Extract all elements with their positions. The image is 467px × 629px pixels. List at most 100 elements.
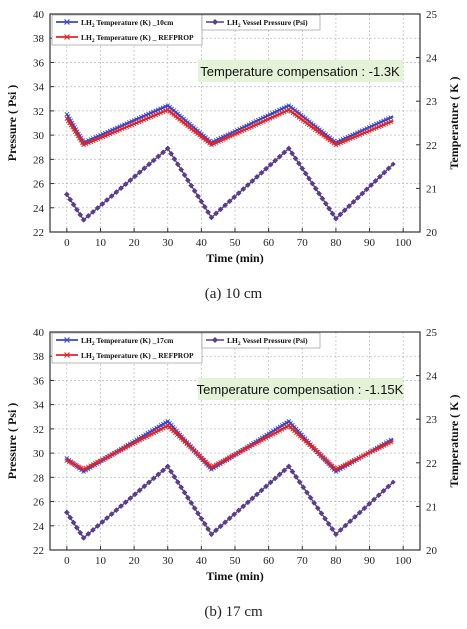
legend-probe-marker — [64, 19, 70, 25]
point-marker — [235, 507, 242, 514]
point-marker — [220, 137, 226, 142]
point-marker — [390, 479, 396, 485]
point-marker — [258, 169, 265, 176]
x-tick-label: 80 — [330, 555, 342, 567]
point-marker — [254, 440, 260, 446]
point-marker — [270, 431, 276, 437]
x-tick-label: 10 — [95, 555, 107, 567]
point-marker — [118, 185, 124, 192]
point-marker — [75, 133, 81, 139]
point-marker — [276, 471, 283, 478]
point-marker — [227, 455, 232, 460]
legend-refprop-marker — [64, 352, 70, 358]
point-marker — [381, 122, 386, 128]
point-marker — [376, 124, 382, 130]
point-marker — [70, 125, 75, 130]
point-marker — [151, 430, 157, 436]
point-marker — [114, 128, 120, 134]
point-marker — [347, 518, 354, 525]
point-marker — [160, 109, 166, 115]
point-marker — [156, 424, 162, 429]
point-marker — [125, 444, 131, 449]
legend-box — [201, 14, 321, 31]
point-marker — [263, 435, 269, 441]
point-marker — [195, 193, 201, 200]
point-marker — [380, 487, 387, 494]
point-marker — [85, 212, 92, 219]
point-marker — [139, 436, 145, 442]
point-marker — [160, 149, 167, 156]
point-marker — [267, 161, 274, 168]
point-marker — [146, 433, 152, 438]
point-marker — [338, 464, 343, 470]
point-marker — [234, 451, 239, 457]
point-marker — [258, 487, 265, 494]
point-marker — [282, 421, 287, 427]
point-marker — [119, 126, 125, 132]
point-marker — [237, 129, 242, 135]
y-tick-label: 36 — [33, 57, 45, 69]
point-marker — [244, 182, 251, 188]
annotation-text: Temperature compensation : -1.3K — [200, 64, 400, 79]
point-marker — [267, 479, 274, 486]
point-marker — [223, 136, 228, 141]
point-marker — [213, 210, 219, 217]
x-tick-label: 100 — [395, 555, 412, 567]
point-marker — [100, 134, 106, 140]
point-marker — [372, 177, 379, 184]
point-marker — [289, 150, 296, 157]
point-marker — [385, 165, 392, 172]
point-marker — [160, 425, 166, 431]
point-marker — [86, 140, 91, 146]
point-marker — [80, 534, 87, 541]
point-marker — [126, 123, 132, 129]
point-marker — [333, 467, 339, 472]
point-marker — [359, 190, 366, 197]
point-marker — [222, 202, 229, 209]
point-marker — [108, 193, 115, 200]
legend-pressure-marker — [212, 19, 218, 25]
point-marker — [281, 467, 288, 474]
point-marker — [350, 198, 357, 205]
point-marker — [213, 527, 219, 534]
point-marker — [365, 451, 371, 456]
point-marker — [377, 445, 382, 451]
point-marker — [302, 170, 309, 177]
chart-10cm: 0 10 20 30 40 50 60 70 80 90 100 22 24 26 28 30 32 34 36 38… — [5, 9, 461, 265]
point-marker — [312, 185, 319, 192]
point-marker — [153, 108, 159, 114]
point-marker — [209, 142, 214, 148]
point-marker — [201, 520, 208, 527]
point-marker — [71, 127, 77, 132]
point-marker — [132, 440, 138, 446]
y2-tick-label: 21 — [426, 183, 437, 195]
point-marker — [307, 494, 314, 501]
point-marker — [184, 494, 191, 501]
point-marker — [351, 457, 357, 463]
point-marker — [158, 427, 164, 432]
point-marker — [354, 456, 359, 462]
point-marker — [77, 529, 84, 536]
legend-refprop-label: LH2 Temperature (K) _ REFPROP — [81, 33, 194, 44]
point-marker — [127, 177, 134, 184]
point-marker — [340, 463, 346, 469]
y2-tick-label: 23 — [426, 414, 438, 426]
point-marker — [77, 135, 82, 141]
point-marker — [293, 473, 300, 480]
legend-probe-label: LH2 Temperature (K) _10cm — [81, 18, 174, 29]
point-marker — [247, 444, 253, 449]
point-marker — [81, 142, 86, 148]
point-marker — [357, 132, 363, 138]
point-marker — [385, 483, 392, 490]
point-marker — [341, 207, 348, 214]
point-marker — [337, 526, 344, 533]
point-marker — [251, 123, 256, 129]
point-marker — [67, 120, 72, 126]
point-marker — [359, 131, 365, 137]
point-marker — [188, 499, 195, 506]
point-marker — [150, 475, 157, 482]
legend-pressure: LH2 Vessel Pressure (Psi) — [201, 332, 321, 349]
point-marker — [374, 125, 379, 131]
point-marker — [155, 107, 161, 113]
point-marker — [163, 104, 168, 109]
